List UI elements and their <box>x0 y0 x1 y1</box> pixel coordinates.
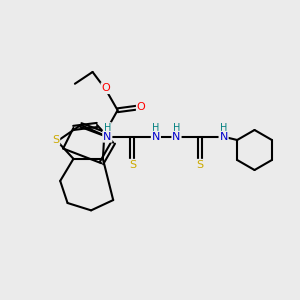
Text: O: O <box>137 102 146 112</box>
Text: H: H <box>173 123 180 133</box>
Text: S: S <box>52 135 59 145</box>
Text: H: H <box>103 123 111 133</box>
Text: H: H <box>152 123 160 133</box>
Text: N: N <box>152 132 160 142</box>
Text: H: H <box>220 123 227 133</box>
Text: N: N <box>103 132 112 142</box>
Text: N: N <box>219 132 228 142</box>
Text: N: N <box>172 132 181 142</box>
Text: S: S <box>196 160 204 170</box>
Text: O: O <box>101 83 110 93</box>
Text: S: S <box>129 160 136 170</box>
